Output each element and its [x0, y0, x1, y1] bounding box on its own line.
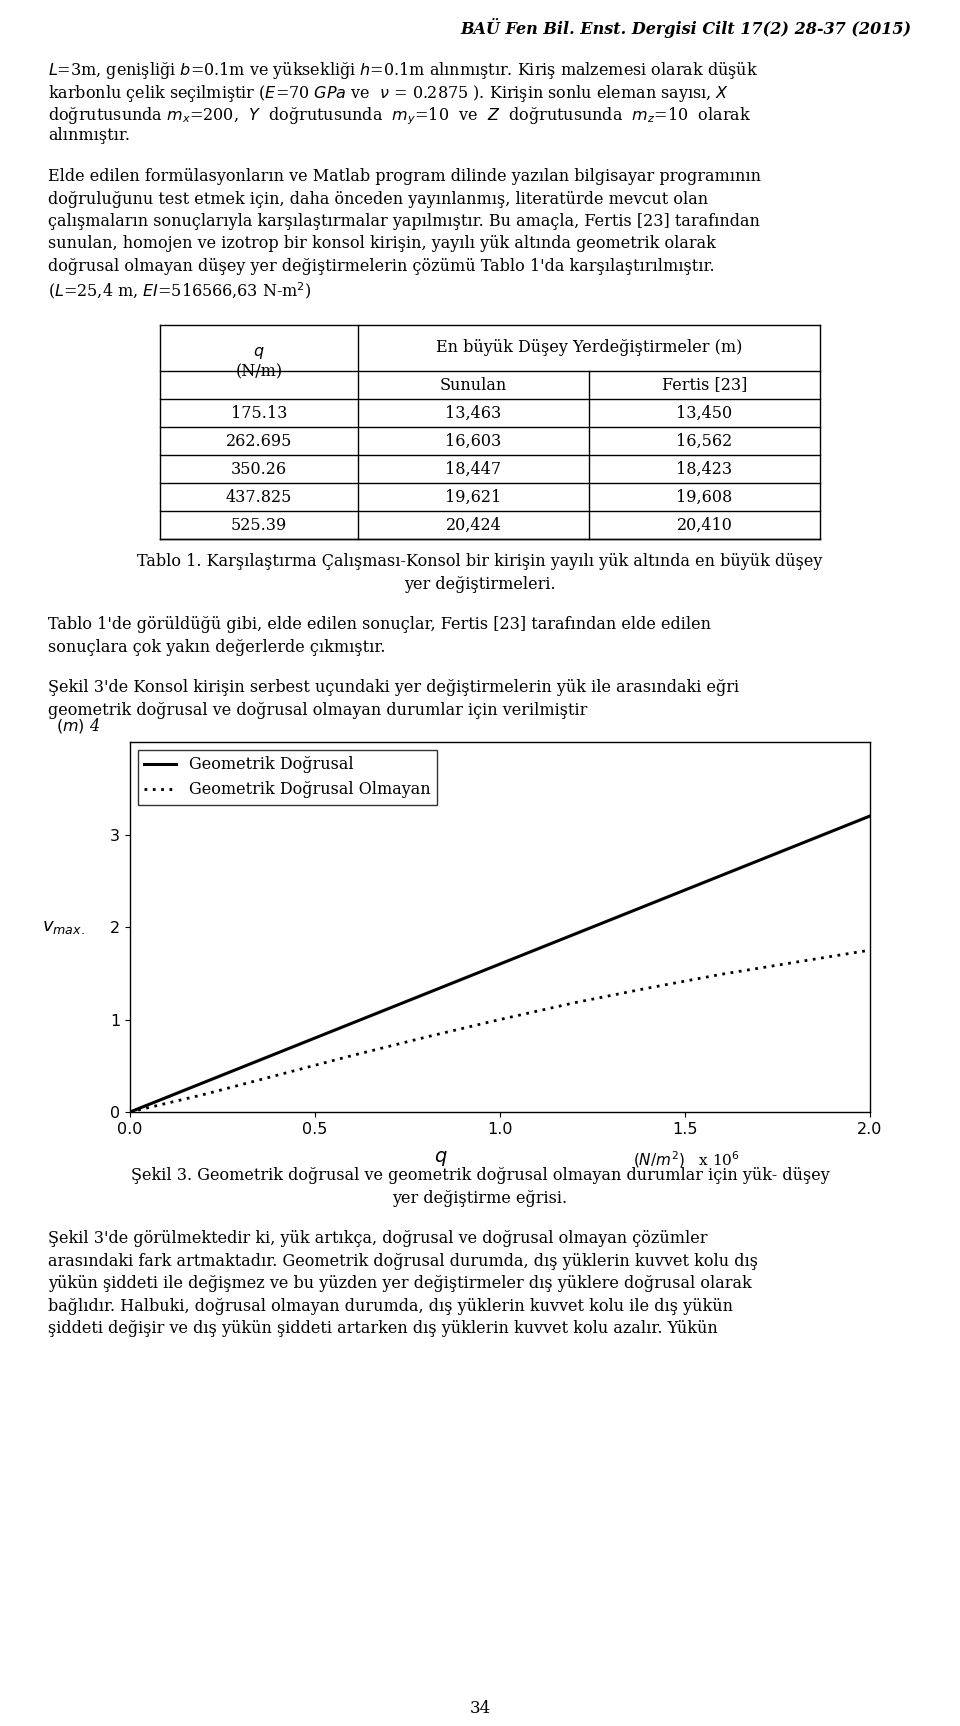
Text: $v_{max.}$: $v_{max.}$	[42, 918, 84, 935]
Geometrik Doğrusal	[568, 923, 580, 944]
Text: 525.39: 525.39	[230, 516, 287, 533]
Geometrik Doğrusal Olmayan	[716, 963, 728, 984]
Line: Geometrik Doğrusal: Geometrik Doğrusal	[130, 816, 870, 1112]
Text: doğrusal olmayan düşey yer değiştirmelerin çözümü Tablo 1'da karşılaştırılmıştır: doğrusal olmayan düşey yer değiştirmeler…	[48, 257, 714, 274]
Geometrik Doğrusal	[790, 835, 802, 856]
Text: yer değiştirme eğrisi.: yer değiştirme eğrisi.	[393, 1189, 567, 1206]
Geometrik Doğrusal Olmayan	[790, 951, 802, 972]
Text: bağlıdır. Halbuki, doğrusal olmayan durumda, dış yüklerin kuvvet kolu ile dış yü: bağlıdır. Halbuki, doğrusal olmayan duru…	[48, 1298, 733, 1315]
Text: Sunulan: Sunulan	[440, 376, 507, 394]
Geometrik Doğrusal	[864, 806, 876, 827]
Text: 13,463: 13,463	[445, 404, 502, 421]
Text: $q$: $q$	[434, 1150, 447, 1169]
Text: Elde edilen formülasyonların ve Matlab program dilinde yazılan bilgisayar progra: Elde edilen formülasyonların ve Matlab p…	[48, 167, 761, 185]
Geometrik Doğrusal Olmayan	[273, 1065, 284, 1086]
Text: 13,450: 13,450	[677, 404, 732, 421]
Text: $(m)$ 4: $(m)$ 4	[57, 716, 101, 735]
Text: 16,603: 16,603	[445, 433, 502, 449]
Geometrik Doğrusal	[273, 1043, 284, 1063]
Text: Tablo 1'de görüldüğü gibi, elde edilen sonuçlar, Fertis [23] tarafından elde edi: Tablo 1'de görüldüğü gibi, elde edilen s…	[48, 616, 711, 633]
Text: 262.695: 262.695	[226, 433, 292, 449]
Text: Fertis [23]: Fertis [23]	[661, 376, 747, 394]
Text: 20,410: 20,410	[677, 516, 732, 533]
Geometrik Doğrusal	[347, 1013, 358, 1034]
Text: $L$=3m, genişliği $b$=0.1m ve yüksekliği $h$=0.1m alınmıştır. Kiriş malzemesi ol: $L$=3m, genişliği $b$=0.1m ve yüksekliği…	[48, 60, 758, 81]
Text: Şekil 3'de görülmektedir ki, yük artıkça, doğrusal ve doğrusal olmayan çözümler: Şekil 3'de görülmektedir ki, yük artıkça…	[48, 1231, 708, 1246]
Geometrik Doğrusal Olmayan	[568, 992, 580, 1013]
Text: 18,423: 18,423	[677, 461, 732, 478]
Text: doğrutusunda $m_x$=200,  $Y$  doğrutusunda  $m_y$=10  ve  $Z$  doğrutusunda  $m_: doğrutusunda $m_x$=200, $Y$ doğrutusunda…	[48, 105, 751, 126]
Text: sonuçlara çok yakın değerlerde çıkmıştır.: sonuçlara çok yakın değerlerde çıkmıştır…	[48, 639, 386, 656]
Geometrik Doğrusal Olmayan	[347, 1046, 358, 1067]
Geometrik Doğrusal	[716, 865, 728, 885]
Geometrik Doğrusal Olmayan	[494, 1010, 506, 1030]
Geometrik Doğrusal	[494, 954, 506, 975]
Text: Şekil 3. Geometrik doğrusal ve geometrik doğrusal olmayan durumlar için yük- düş: Şekil 3. Geometrik doğrusal ve geometrik…	[131, 1167, 829, 1184]
Text: ($L$=25,4 m, $EI$=516566,63 N-m$^2$): ($L$=25,4 m, $EI$=516566,63 N-m$^2$)	[48, 281, 312, 302]
Geometrik Doğrusal Olmayan	[642, 977, 654, 998]
Text: çalışmaların sonuçlarıyla karşılaştırmalar yapılmıştır. Bu amaçla, Fertis [23] t: çalışmaların sonuçlarıyla karşılaştırmal…	[48, 212, 760, 230]
Geometrik Doğrusal	[124, 1101, 135, 1122]
Line: Geometrik Doğrusal Olmayan: Geometrik Doğrusal Olmayan	[130, 949, 870, 1112]
Geometrik Doğrusal	[642, 894, 654, 915]
Text: En büyük Düşey Yerdeğiştirmeler (m): En büyük Düşey Yerdeğiştirmeler (m)	[436, 340, 742, 357]
Text: doğruluğunu test etmek için, daha önceden yayınlanmış, literatürde mevcut olan: doğruluğunu test etmek için, daha öncede…	[48, 190, 708, 207]
Text: BAÜ Fen Bil. Enst. Dergisi Cilt 17(2) 28-37 (2015): BAÜ Fen Bil. Enst. Dergisi Cilt 17(2) 28…	[461, 17, 912, 38]
Text: karbonlu çelik seçilmiştir ($E$=70 $GPa$ ve  $\nu$ = 0.2875 ). Kirişin sonlu ele: karbonlu çelik seçilmiştir ($E$=70 $GPa$…	[48, 83, 730, 104]
Text: yükün şiddeti ile değişmez ve bu yüzden yer değiştirmeler dış yüklere doğrusal o: yükün şiddeti ile değişmez ve bu yüzden …	[48, 1276, 752, 1293]
Text: şiddeti değişir ve dış yükün şiddeti artarken dış yüklerin kuvvet kolu azalır. Y: şiddeti değişir ve dış yükün şiddeti art…	[48, 1320, 718, 1338]
Text: 34: 34	[469, 1700, 491, 1717]
Text: 437.825: 437.825	[226, 488, 292, 506]
Text: 350.26: 350.26	[231, 461, 287, 478]
Text: sunulan, homojen ve izotrop bir konsol kirişin, yayılı yük altında geometrik ola: sunulan, homojen ve izotrop bir konsol k…	[48, 235, 716, 252]
Text: 18,447: 18,447	[445, 461, 501, 478]
Text: alınmıştır.: alınmıştır.	[48, 128, 130, 145]
Legend: Geometrik Doğrusal, Geometrik Doğrusal Olmayan: Geometrik Doğrusal, Geometrik Doğrusal O…	[138, 751, 437, 804]
Text: 175.13: 175.13	[230, 404, 287, 421]
Text: arasındaki fark artmaktadır. Geometrik doğrusal durumda, dış yüklerin kuvvet kol: arasındaki fark artmaktadır. Geometrik d…	[48, 1253, 758, 1270]
Text: 20,424: 20,424	[445, 516, 501, 533]
Geometrik Doğrusal Olmayan	[124, 1101, 135, 1122]
Text: geometrik doğrusal ve doğrusal olmayan durumlar için verilmiştir: geometrik doğrusal ve doğrusal olmayan d…	[48, 701, 588, 718]
Text: yer değiştirmeleri.: yer değiştirmeleri.	[404, 575, 556, 592]
Geometrik Doğrusal Olmayan	[198, 1084, 209, 1105]
Text: Tablo 1. Karşılaştırma Çalışması-Konsol bir kirişin yayılı yük altında en büyük : Tablo 1. Karşılaştırma Çalışması-Konsol …	[137, 552, 823, 570]
Text: 16,562: 16,562	[677, 433, 732, 449]
Text: $(N/m^2)$   x 10$^6$: $(N/m^2)$ x 10$^6$	[634, 1150, 740, 1170]
Text: 19,621: 19,621	[445, 488, 502, 506]
Text: Şekil 3'de Konsol kirişin serbest uçundaki yer değiştirmelerin yük ile arasındak: Şekil 3'de Konsol kirişin serbest uçunda…	[48, 678, 739, 696]
Geometrik Doğrusal	[420, 984, 432, 1005]
Geometrik Doğrusal Olmayan	[420, 1027, 432, 1048]
Text: $q$
(N/m): $q$ (N/m)	[235, 343, 282, 380]
Geometrik Doğrusal	[198, 1072, 209, 1093]
Text: 19,608: 19,608	[677, 488, 732, 506]
Geometrik Doğrusal Olmayan	[864, 939, 876, 960]
